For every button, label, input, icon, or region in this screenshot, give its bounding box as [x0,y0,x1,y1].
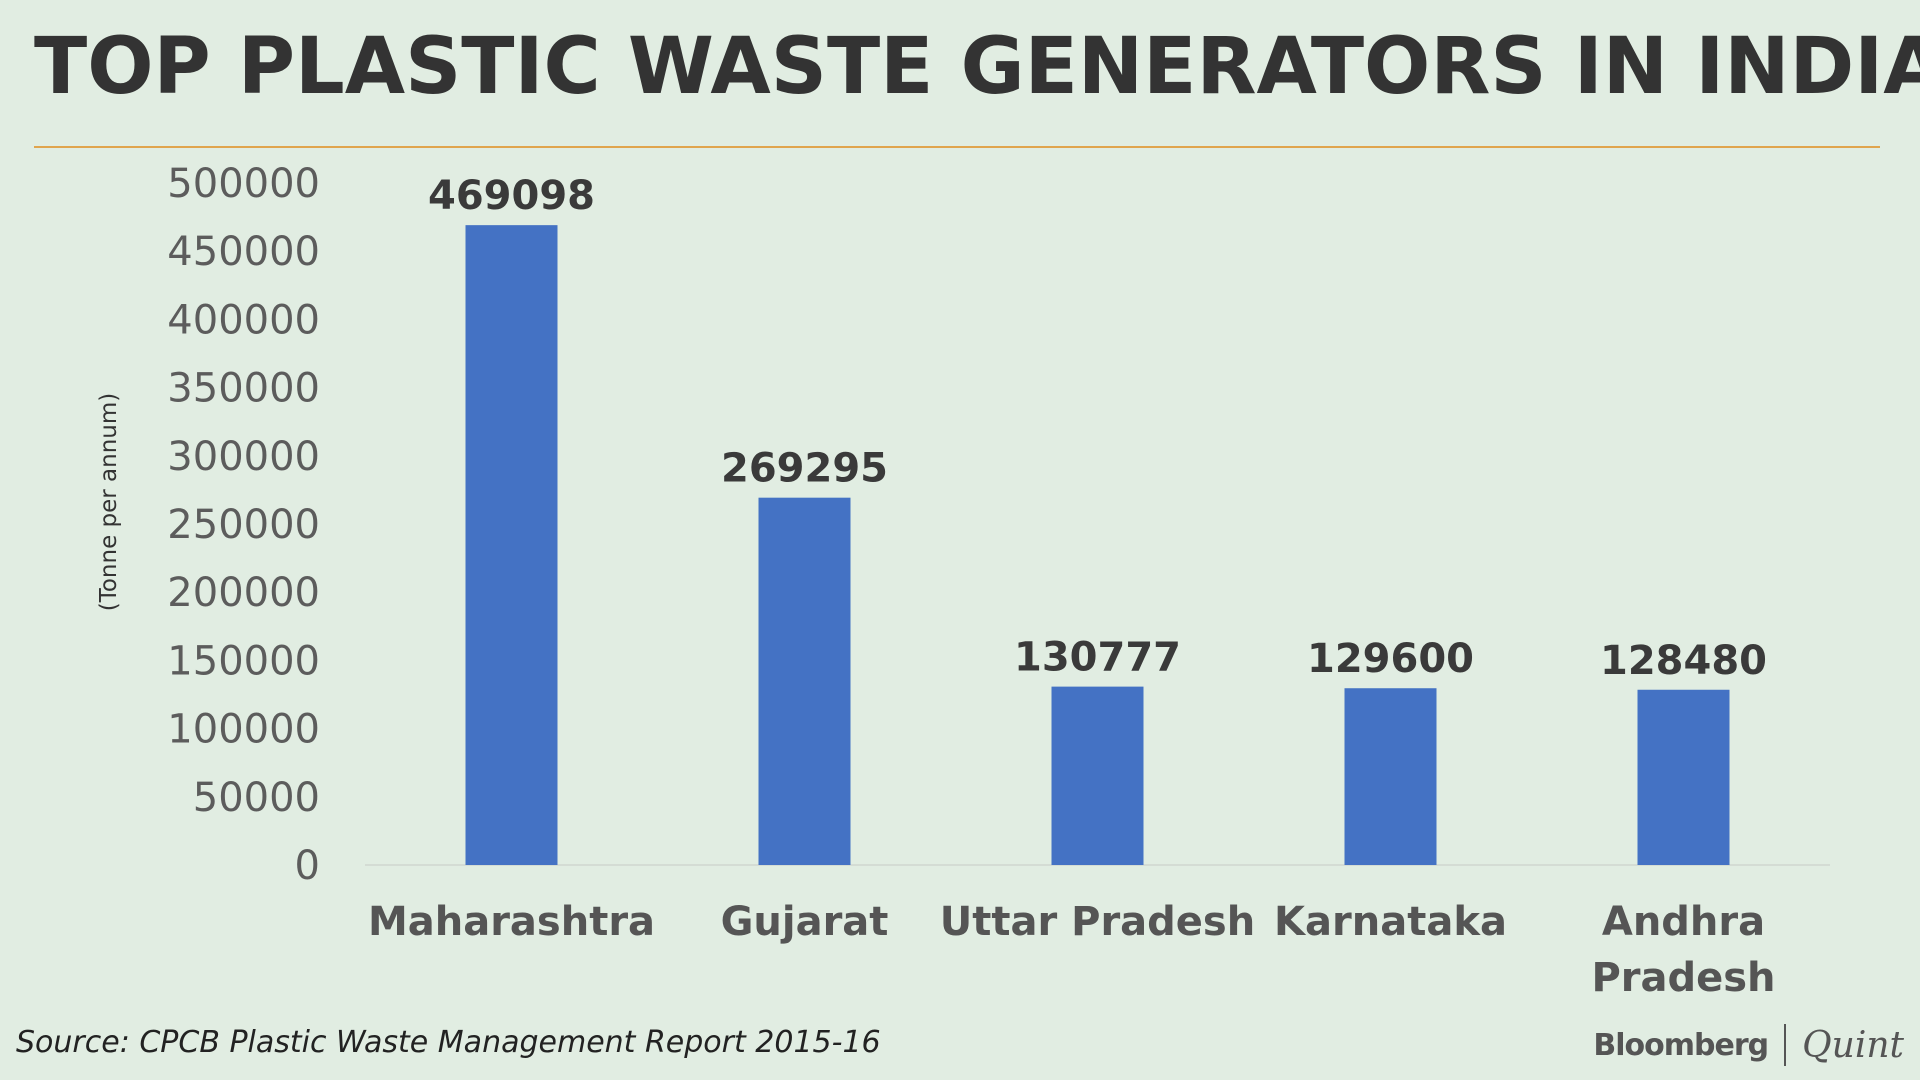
source-note: Source: CPCB Plastic Waste Management Re… [16,1025,881,1060]
y-tick-label: 500000 [167,161,320,207]
value-labels: 469098 269295 130777 129600 128480 [428,173,1767,684]
y-axis-label: (Tonne per annum) [96,393,122,612]
y-tick-label: 50000 [193,775,320,821]
y-tick-label: 450000 [167,229,320,275]
bar-value-label: 269295 [721,446,888,492]
brand-logo: Bloomberg Quint [1593,1024,1904,1066]
bar-value-label: 130777 [1014,635,1181,681]
x-category-label: Uttar Pradesh [940,899,1255,945]
title-divider [34,146,1880,148]
chart-title: TOP PLASTIC WASTE GENERATORS IN INDIA [34,22,1920,112]
y-tick-label: 250000 [167,502,320,548]
bar [465,225,558,865]
y-tick-label: 0 [295,843,320,889]
bar-value-label: 469098 [428,173,595,219]
category-labels: Maharashtra Gujarat Uttar Pradesh Karnataka… [368,899,1776,1001]
bar [1637,689,1730,865]
y-tick-label: 400000 [167,297,320,343]
bar-value-label: 128480 [1600,638,1767,684]
y-tick-label: 350000 [167,366,320,412]
x-category-label: Maharashtra [368,899,655,945]
bars [465,225,1730,865]
y-tick-label: 150000 [167,638,320,684]
y-tick-label: 100000 [167,707,320,753]
quint-wordmark: Quint [1802,1024,1904,1066]
bar [1051,686,1144,865]
y-axis-ticks: 0 50000 100000 150000 200000 250000 300000 3500… [167,161,320,889]
logo-divider [1784,1024,1787,1066]
bar [1344,688,1437,865]
bar [758,497,851,865]
bar-chart: (Tonne per annum) 0 50000 100000 150000 2000… [96,161,1830,1001]
x-category-label: Andhra Pradesh [1591,899,1775,1001]
x-category-label: Karnataka [1274,899,1507,945]
x-category-label: Gujarat [721,899,889,945]
y-tick-label: 200000 [167,570,320,616]
bloomberg-wordmark: Bloomberg [1593,1027,1769,1063]
y-tick-label: 300000 [167,434,320,480]
bar-value-label: 129600 [1307,636,1474,682]
